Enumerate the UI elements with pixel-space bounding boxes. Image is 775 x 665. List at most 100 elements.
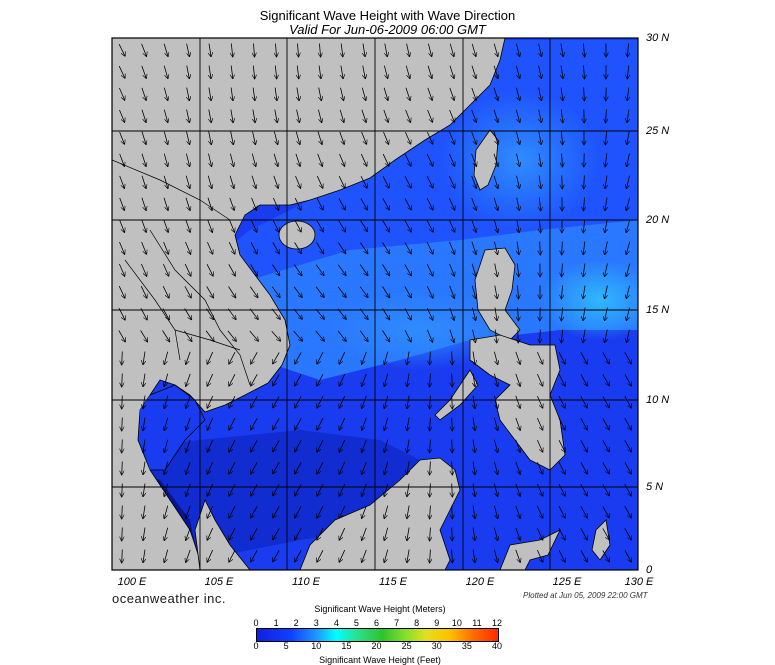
wave-arrow (360, 176, 367, 188)
legend-feet-tick: 10 (311, 641, 322, 651)
wave-arrow (229, 550, 236, 562)
wave-arrow (231, 43, 232, 57)
lat-label-20: 20 N (646, 214, 670, 226)
wave-arrow (494, 395, 497, 409)
wave-arrow (382, 286, 390, 298)
wave-arrow (207, 373, 214, 386)
wave-arrow (207, 461, 214, 474)
wave-arrow (273, 197, 278, 210)
wave-arrow (119, 241, 125, 254)
wave-arrow (404, 198, 411, 209)
legend-meter-tick: 5 (353, 618, 359, 628)
wave-arrow (119, 87, 124, 100)
wave-arrow (207, 219, 213, 232)
wave-arrow (517, 263, 518, 277)
wave-arrow (363, 65, 366, 79)
wave-arrow (250, 264, 258, 275)
wave-arrow (122, 527, 123, 541)
wave-arrow (251, 440, 258, 451)
wave-arrow (605, 175, 607, 189)
wave-arrow (164, 373, 169, 387)
wave-arrow (297, 109, 300, 123)
wave-arrow (207, 351, 214, 364)
wave-arrow (339, 549, 346, 562)
legend-meter-tick: 1 (273, 618, 279, 628)
wave-arrow (584, 197, 585, 211)
wave-arrow (122, 505, 123, 519)
wave-arrow (473, 329, 476, 343)
wave-arrow (493, 131, 498, 144)
wave-arrow (537, 461, 542, 474)
wave-arrow (471, 285, 476, 299)
wave-arrow (627, 65, 628, 79)
wave-arrow (452, 373, 453, 387)
wave-arrow (407, 373, 409, 387)
legend-meter-tick: 3 (313, 618, 319, 628)
wave-arrow (359, 330, 368, 342)
wave-arrow (407, 439, 409, 453)
wave-arrow (452, 351, 453, 365)
wave-arrow (163, 153, 167, 167)
wave-arrow (362, 549, 367, 562)
wave-arrow (383, 131, 389, 144)
wave-arrow (207, 527, 214, 540)
wave-arrow (229, 396, 236, 408)
wave-arrow (602, 418, 609, 429)
wave-arrow (273, 506, 280, 517)
wave-arrow (558, 484, 565, 496)
wave-arrow (141, 43, 147, 56)
wave-arrow (295, 396, 302, 407)
wave-arrow (515, 417, 520, 430)
wave-arrow (515, 549, 520, 562)
wave-arrow (602, 440, 609, 451)
wave-arrow (360, 242, 367, 254)
wave-arrow (209, 65, 211, 79)
wave-arrow (382, 264, 390, 276)
wave-arrow (207, 417, 214, 430)
wave-arrow (449, 241, 455, 254)
wave-arrow (606, 109, 607, 123)
wave-arrow (382, 198, 389, 209)
wave-arrow (295, 131, 300, 145)
wave-arrow (141, 263, 146, 276)
wave-arrow (185, 197, 190, 210)
wave-arrow (426, 242, 433, 254)
wave-arrow (228, 264, 235, 275)
wave-arrow (516, 131, 519, 145)
wave-arrow (580, 484, 587, 495)
wave-arrow (605, 197, 607, 211)
wave-arrow (229, 352, 236, 364)
wave-arrow (164, 395, 169, 409)
wave-arrow (207, 241, 212, 254)
wave-arrow (205, 330, 214, 341)
wave-arrow (122, 549, 123, 563)
wave-arrow (471, 87, 476, 100)
wave-arrow (627, 175, 630, 189)
wave-arrow (143, 351, 145, 365)
wave-arrow (518, 285, 519, 299)
wave-arrow (319, 65, 321, 79)
wave-arrow (558, 528, 565, 540)
wave-arrow (298, 43, 299, 57)
wave-arrow (495, 263, 498, 277)
wave-arrow (407, 417, 409, 431)
legend-title-meters: Significant Wave Height (Meters) (314, 604, 446, 614)
wave-arrow (251, 506, 258, 517)
wave-arrow (558, 352, 565, 364)
wave-arrow (186, 483, 191, 496)
wave-arrow (119, 219, 125, 232)
wave-arrow (122, 439, 123, 453)
wave-arrow (231, 65, 233, 79)
wave-arrow (452, 439, 453, 453)
wave-arrow (186, 373, 191, 386)
wave-arrow (515, 373, 520, 386)
wave-arrow (626, 263, 631, 277)
wave-arrow (580, 440, 587, 451)
wave-arrow (539, 131, 541, 145)
wave-arrow (317, 131, 322, 144)
wave-arrow (164, 439, 169, 453)
wave-arrow (249, 286, 257, 298)
wave-arrow (272, 220, 279, 232)
legend-feet-tick: 5 (283, 641, 289, 651)
wave-arrow (473, 549, 475, 563)
